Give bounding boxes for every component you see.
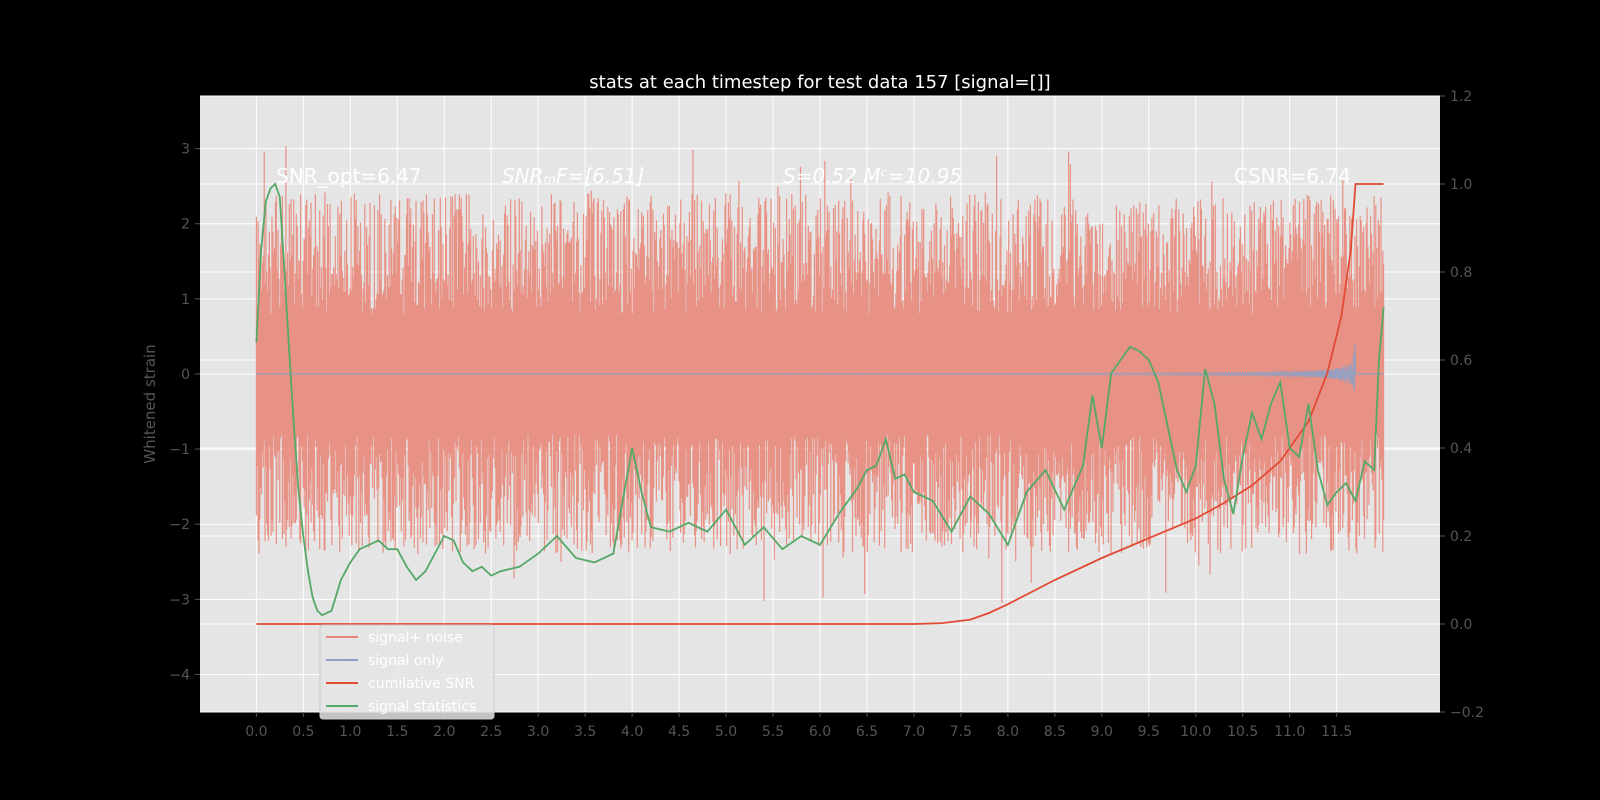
cumulative-snr-series [256, 183, 1384, 625]
x-tick-label: 5.0 [715, 724, 737, 740]
x-tick-label: 3.0 [527, 724, 549, 740]
x-tick-label: 6.0 [809, 724, 831, 740]
signal-noise-line [255, 146, 1385, 603]
annotation-csnr: CSNR=6.74 [1234, 164, 1351, 188]
annotation-snr-opt: SNR_opt=6.47 [276, 164, 422, 188]
y-right-tick-label: 0.4 [1450, 441, 1472, 457]
y-right-tick-label: 1.0 [1450, 177, 1472, 193]
y-right-tick-label: 1.2 [1450, 89, 1472, 105]
x-tick-label: 10.5 [1227, 724, 1258, 740]
y-right-axis-ticks: −0.2 0.0 0.2 0.4 0.6 0.8 1.0 1.2 [1440, 89, 1484, 721]
y-tick-label: −2 [169, 517, 190, 533]
x-tick-label: 8.5 [1044, 724, 1066, 740]
x-tick-label: 9.0 [1091, 724, 1113, 740]
signal-only-line [256, 344, 1384, 392]
y-tick-label: 0 [181, 367, 190, 383]
x-tick-label: 4.0 [621, 724, 643, 740]
annotation-snr-mf: SNRₘF=[6.51] [502, 164, 644, 188]
x-tick-label: 0.0 [245, 724, 267, 740]
legend-box [319, 624, 495, 720]
signal-statistics-line [255, 182, 1385, 617]
x-tick-label: 3.5 [574, 724, 596, 740]
legend: signal+ noise signal only cumilative SNR… [319, 624, 495, 720]
y-right-tick-label: −0.2 [1450, 705, 1484, 721]
x-tick-label: 10.0 [1180, 724, 1211, 740]
y-tick-label: −1 [169, 442, 190, 458]
y-tick-label: 3 [181, 142, 190, 158]
x-tick-label: 1.0 [339, 724, 361, 740]
y-axis-label: Whitened strain [141, 344, 159, 463]
x-tick-label: 2.5 [480, 724, 502, 740]
annotation-s-mc: S=0.52 Mᶜ=10.95 [783, 164, 962, 188]
x-tick-label: 1.5 [386, 724, 408, 740]
x-tick-label: 7.0 [903, 724, 925, 740]
y-tick-label: 1 [181, 292, 190, 308]
legend-label-cumulative-snr: cumilative SNR [368, 676, 475, 692]
x-tick-label: 0.5 [292, 724, 314, 740]
x-tick-label: 7.5 [950, 724, 972, 740]
y-tick-label: −3 [169, 592, 190, 608]
x-tick-label: 11.5 [1321, 724, 1352, 740]
legend-label-noise: signal+ noise [368, 630, 463, 646]
y-right-tick-label: 0.6 [1450, 353, 1472, 369]
x-tick-label: 2.0 [433, 724, 455, 740]
x-tick-label: 5.5 [762, 724, 784, 740]
y-right-tick-label: 0.2 [1450, 529, 1472, 545]
x-axis-ticks: 0.0 0.5 1.0 1.5 2.0 2.5 3.0 3.5 4.0 4.5 5.0 5.5 6.0 6… [245, 712, 1352, 740]
y-right-tick-label: 0.8 [1450, 265, 1472, 281]
y-tick-label: −4 [169, 667, 190, 683]
x-tick-label: 4.5 [668, 724, 690, 740]
chart-title: stats at each timestep for test data 157… [589, 72, 1050, 93]
x-tick-label: 6.5 [856, 724, 878, 740]
cumulative-snr-line [256, 183, 1384, 625]
signal-statistics-series [255, 182, 1385, 617]
x-tick-label: 8.0 [997, 724, 1019, 740]
signal-only-series [256, 344, 1384, 392]
legend-label-signal-statistics: signal statistics [368, 699, 476, 715]
x-tick-label: 11.0 [1274, 724, 1305, 740]
x-tick-label: 9.5 [1138, 724, 1160, 740]
y-tick-label: 2 [181, 217, 190, 233]
legend-label-signal-only: signal only [368, 653, 443, 669]
y-axis-ticks: −4 −3 −2 −1 0 1 2 3 [169, 142, 200, 683]
y-right-tick-label: 0.0 [1450, 617, 1472, 633]
signal-noise-series [255, 146, 1385, 603]
